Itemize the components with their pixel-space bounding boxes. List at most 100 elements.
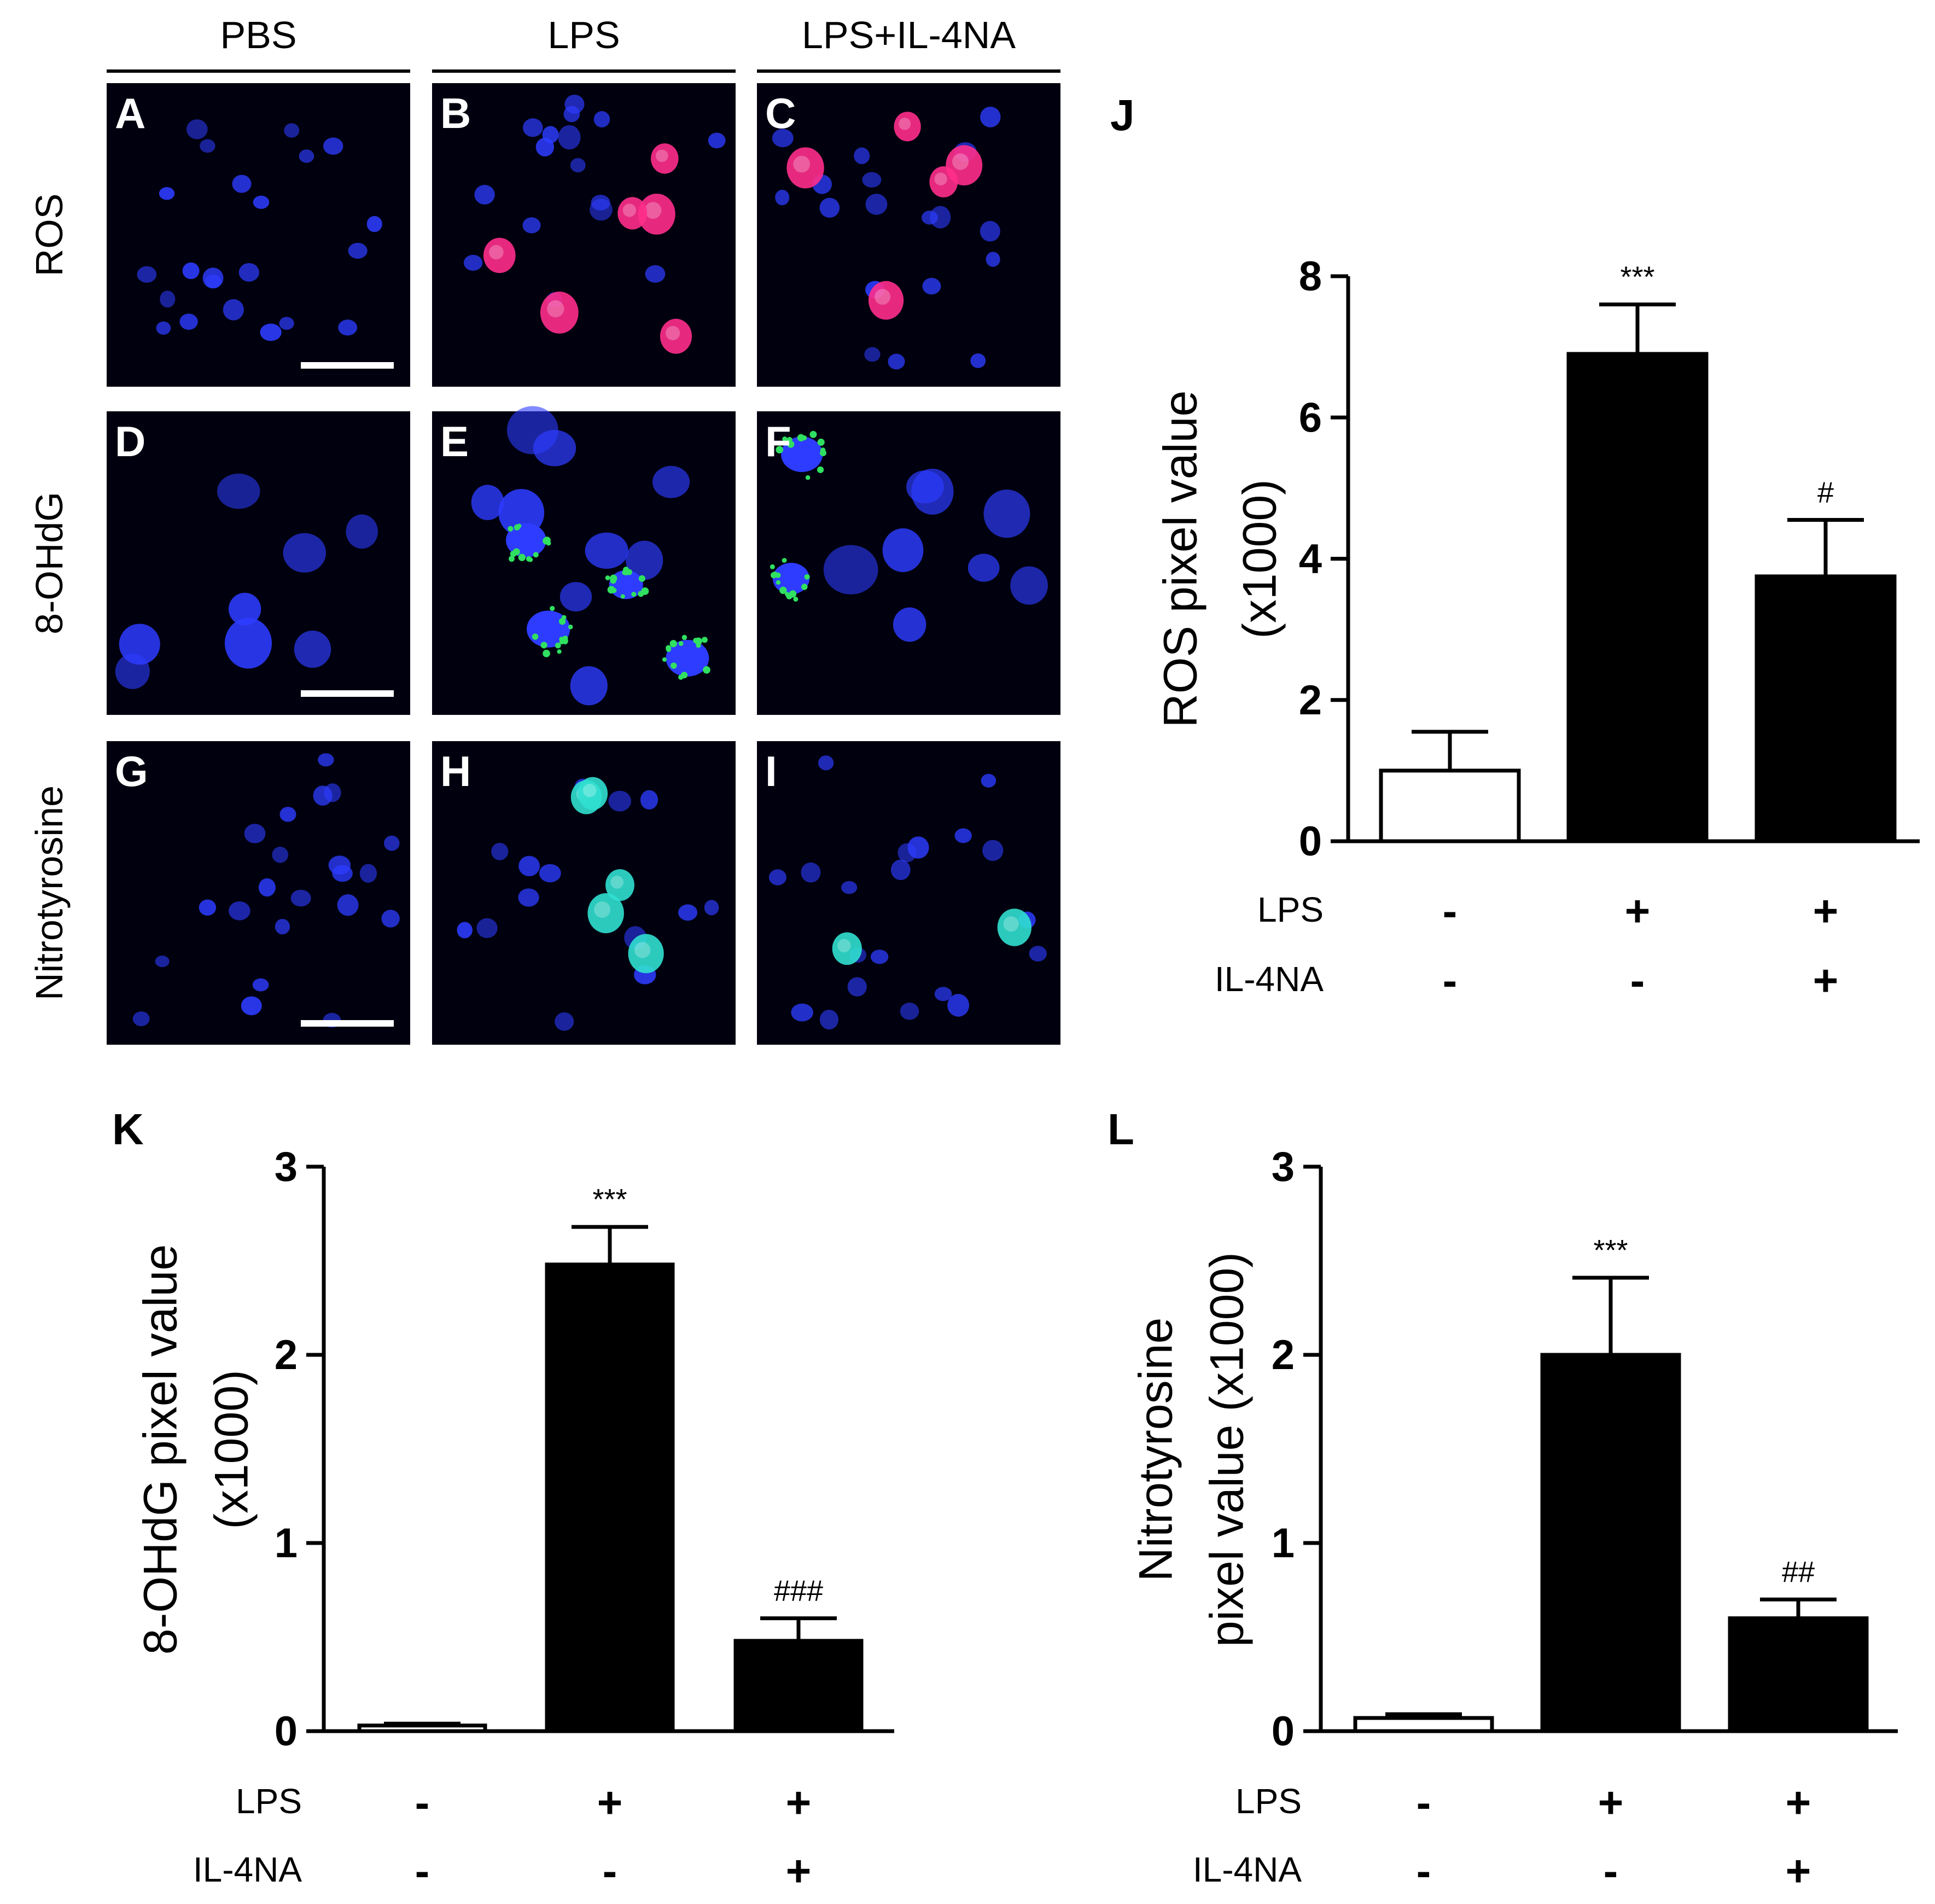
y-tick-label: 0 (275, 1708, 298, 1755)
cell-nucleus (922, 277, 941, 295)
stained-cell-highlight (1003, 916, 1019, 932)
significance-marker: ### (774, 1575, 823, 1608)
panel-letter: H (440, 747, 471, 795)
cell-nucleus (818, 755, 834, 771)
cell-nucleus (626, 540, 663, 580)
cell-nucleus (299, 149, 314, 163)
cell-nucleus (160, 290, 176, 308)
stained-cell-highlight (582, 783, 597, 797)
cell-nucleus (888, 353, 905, 370)
stain-dot (793, 596, 799, 602)
stain-dot (526, 556, 532, 562)
micrograph-panel: A (107, 83, 410, 387)
cell-nucleus (228, 592, 261, 626)
bar-chart-k: K 8-OHdG pixel value (x1000) 0 1 2 3 *** ### LPS -… (112, 1105, 894, 1895)
cell-nucleus (982, 840, 1004, 861)
stained-cell (651, 143, 679, 174)
cell-nucleus (608, 790, 631, 812)
condition-sign: - (1604, 1847, 1618, 1895)
cell-nucleus (279, 317, 294, 330)
row-label: ROS (28, 194, 71, 277)
panel-letter: J (1110, 91, 1135, 139)
stained-cell (617, 197, 648, 230)
stained-cell-highlight (655, 149, 668, 162)
condition-sign: + (1598, 1778, 1624, 1827)
bar (1755, 574, 1897, 843)
stain-dot (776, 446, 784, 454)
scale-bar (301, 362, 394, 369)
stain-dot (669, 640, 677, 648)
stain-dot (820, 447, 826, 453)
stained-cell-highlight (594, 901, 610, 918)
cell-nucleus (870, 950, 889, 964)
condition-label: IL-4NA (1193, 1850, 1302, 1889)
cell-nucleus (179, 313, 198, 330)
cell-nucleus (801, 862, 821, 883)
stain-dot (622, 570, 627, 575)
cell-nucleus (980, 220, 1000, 242)
micrograph-panel: F (757, 411, 1060, 715)
stain-dot (540, 642, 547, 649)
micrograph-background (107, 83, 410, 387)
stained-cell (483, 237, 516, 273)
stain-dot (666, 647, 672, 653)
y-tick-label: 3 (1272, 1144, 1295, 1190)
cell-nucleus (819, 197, 840, 218)
cell-nucleus (570, 666, 608, 706)
cell-nucleus (522, 118, 543, 137)
stain-dot (817, 466, 824, 473)
panel-letter: A (115, 89, 145, 137)
row-label: Nitrotyrosine (28, 785, 71, 1000)
stain-dot (782, 558, 787, 563)
cell-nucleus (981, 773, 996, 788)
condition-sign: + (786, 1847, 812, 1895)
stain-dot (703, 666, 710, 674)
stain-dot (638, 591, 644, 597)
cell-nucleus (224, 618, 272, 669)
stain-dot (671, 662, 677, 669)
y-tick-label: 0 (1299, 818, 1322, 865)
condition-label: LPS (1257, 890, 1324, 929)
cell-nucleus (348, 242, 368, 259)
stained-cell (660, 318, 692, 354)
bar (733, 1639, 864, 1733)
stain-dot (557, 649, 562, 654)
cell-nucleus (471, 485, 504, 520)
cell-nucleus (980, 107, 1001, 127)
cell-nucleus (474, 185, 495, 205)
column-header: LPS+IL-4NA (802, 14, 1016, 56)
cell-nucleus (283, 533, 327, 573)
condition-sign: - (415, 1847, 430, 1895)
stained-cell-highlight (837, 939, 851, 953)
scale-bar (301, 690, 394, 697)
stained-cell-highlight (666, 325, 680, 341)
cell-nucleus (823, 545, 878, 595)
cell-nucleus (275, 918, 290, 935)
panel-letter: K (112, 1105, 144, 1154)
panel-letter: D (115, 417, 145, 465)
cell-nucleus (666, 639, 709, 677)
condition-sign: - (603, 1847, 617, 1895)
stain-dot (512, 548, 520, 556)
cell-nucleus (258, 878, 276, 897)
stain-dot (662, 657, 667, 662)
panel-letter: F (765, 417, 791, 465)
cell-nucleus (223, 299, 244, 321)
cell-nucleus (934, 987, 952, 1002)
stain-dot (543, 649, 550, 657)
cell-nucleus (900, 1003, 919, 1020)
stain-dot (550, 605, 555, 612)
panel-letter: G (115, 747, 148, 795)
stain-dot (568, 624, 573, 630)
stained-cell (894, 112, 921, 142)
condition-sign: + (1813, 887, 1839, 935)
stain-dot (605, 575, 610, 580)
condition-sign: + (597, 1778, 623, 1827)
stained-cell-highlight (875, 289, 891, 305)
cell-nucleus (252, 978, 269, 992)
cell-nucleus (186, 119, 208, 139)
cell-nucleus (890, 859, 911, 881)
stain-dot (626, 569, 632, 575)
significance-marker: ## (1782, 1556, 1815, 1588)
cell-nucleus (907, 836, 929, 859)
